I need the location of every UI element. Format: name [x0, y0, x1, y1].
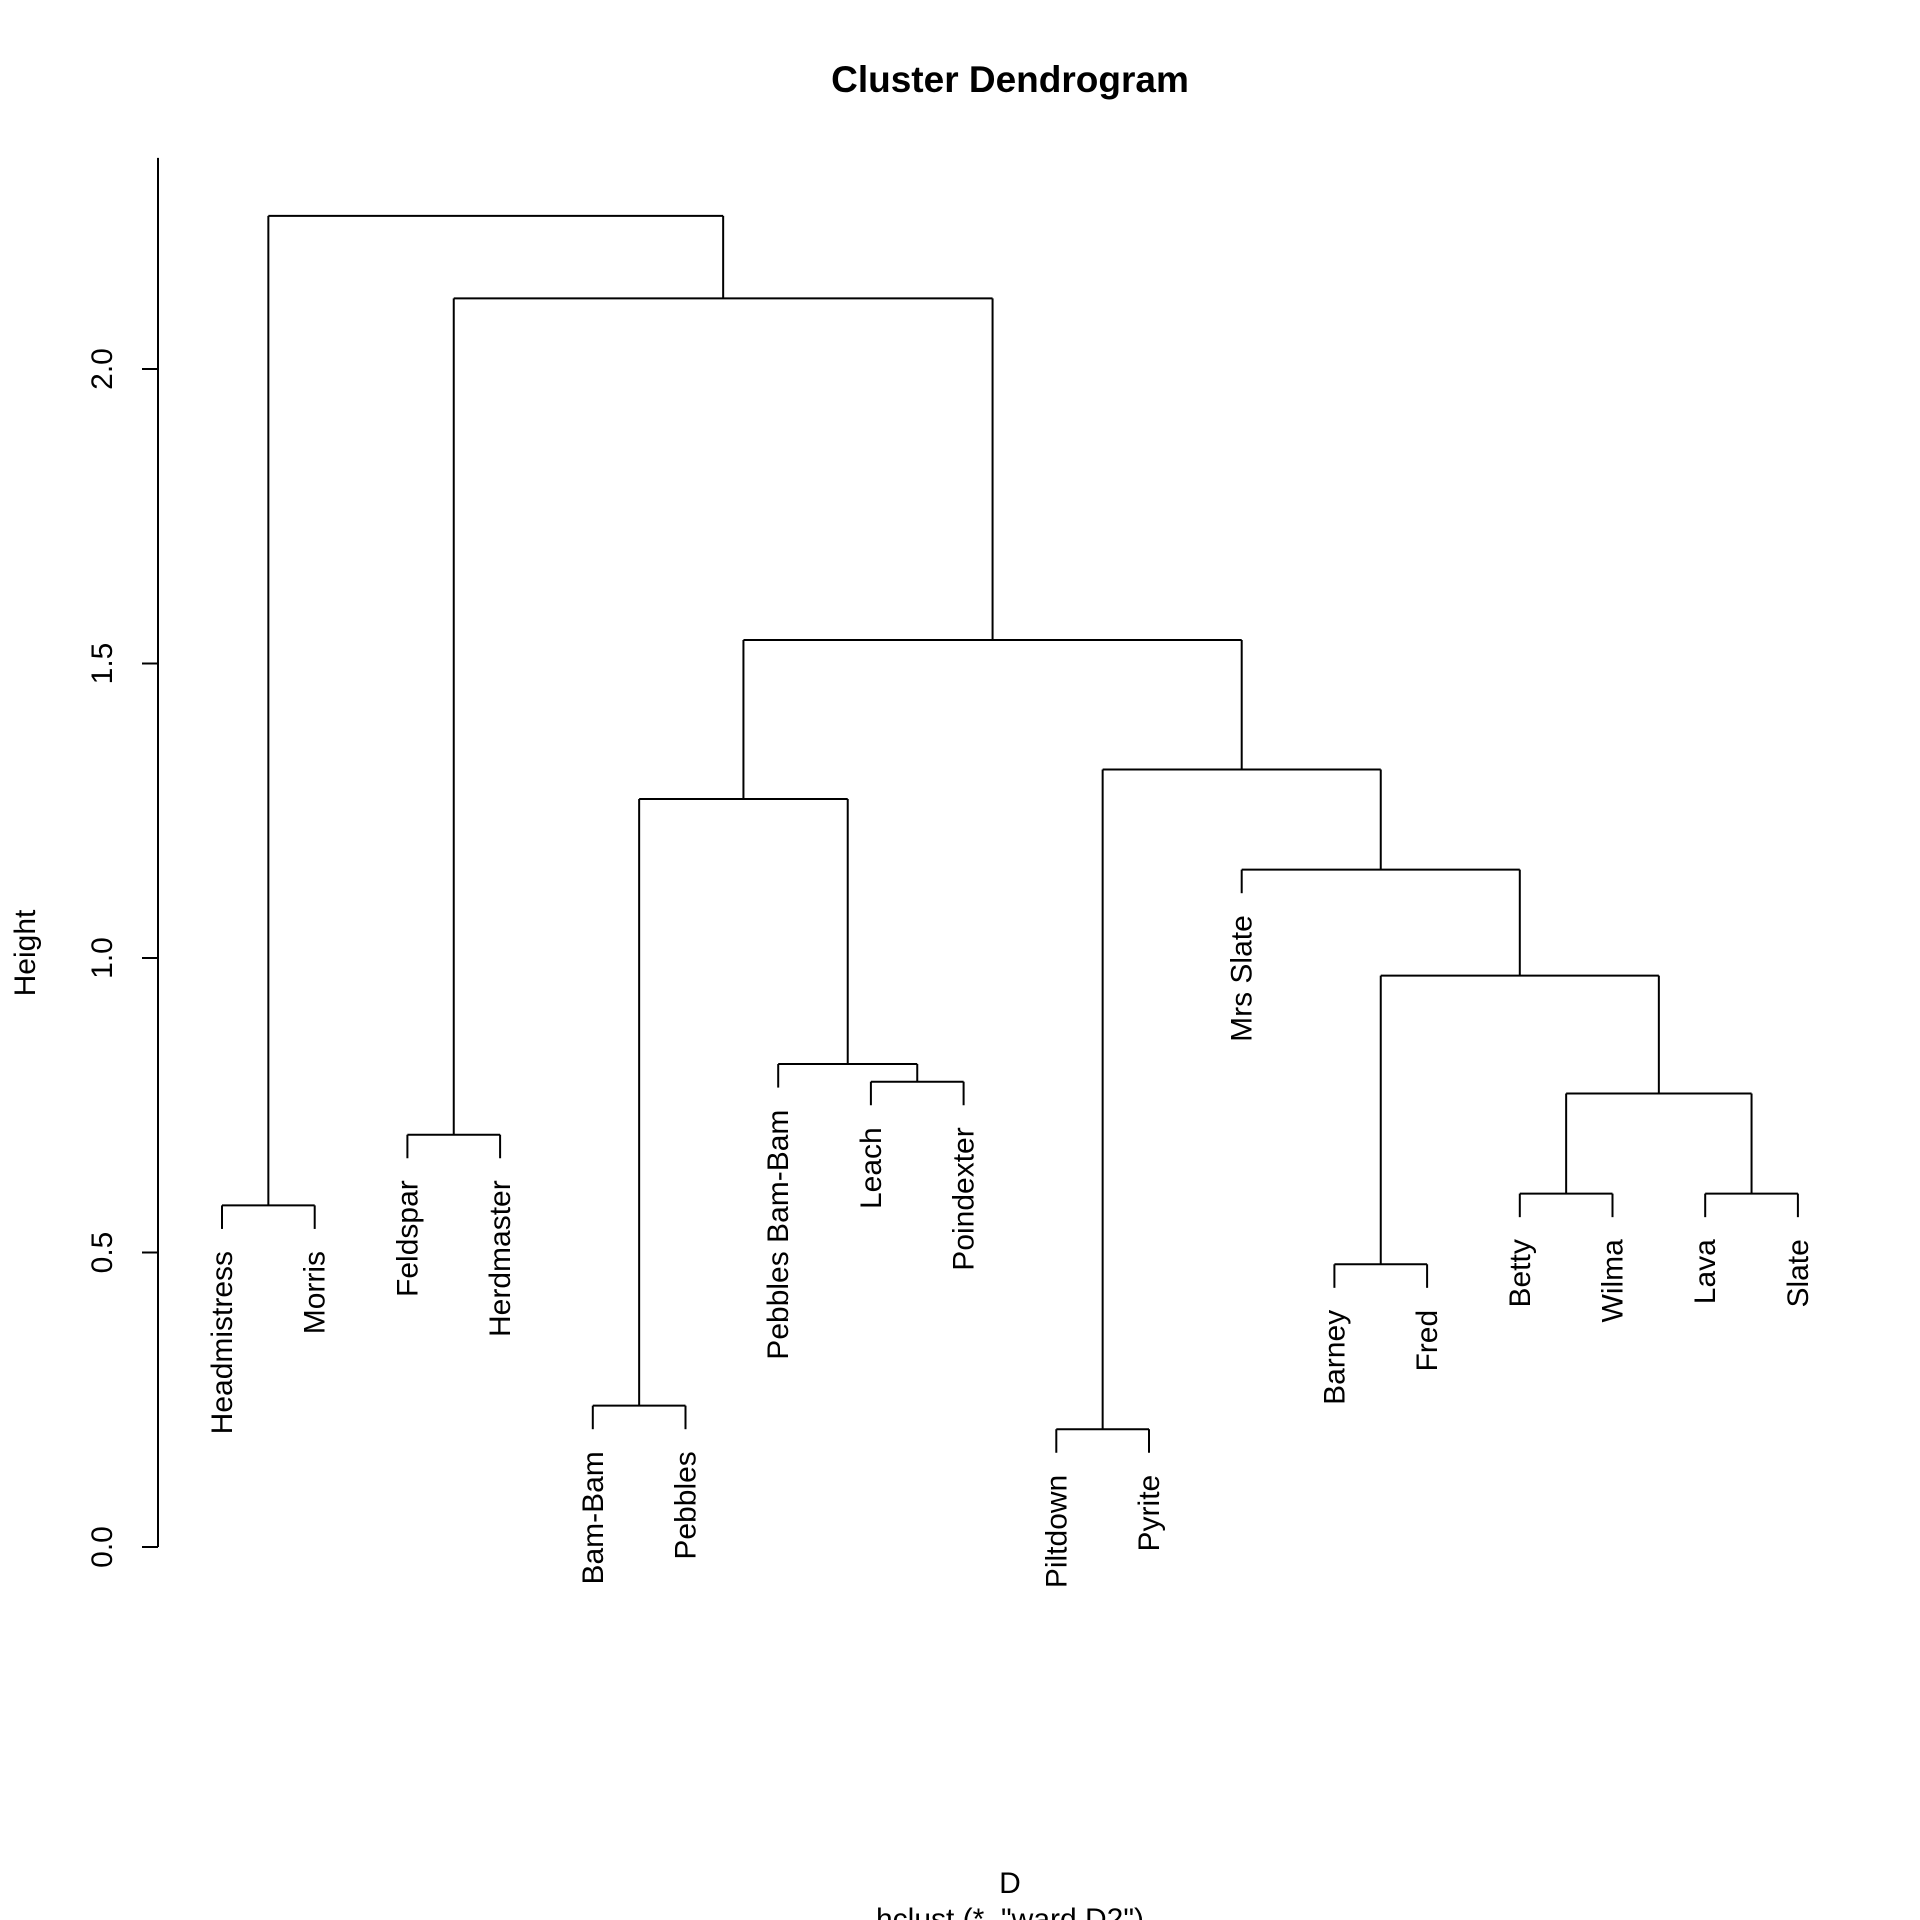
leaf-label: Headmistress	[206, 1251, 239, 1434]
chart-title: Cluster Dendrogram	[831, 59, 1189, 100]
leaf-label: Pebbles Bam-Bam	[762, 1110, 795, 1360]
y-tick-label: 1.0	[86, 937, 119, 979]
y-axis: 0.0 0.5 1.0 1.5 2.0	[86, 157, 159, 1568]
y-tick-label: 2.0	[86, 348, 119, 390]
leaf-label: Slate	[1782, 1239, 1815, 1307]
leaf-label: Morris	[299, 1251, 332, 1334]
leaf-label: Lava	[1689, 1239, 1722, 1304]
method-sublabel: hclust (*, "ward.D2")	[876, 1903, 1144, 1920]
leaf-label: Wilma	[1597, 1239, 1630, 1323]
dendrogram-tree	[221, 214, 1799, 1453]
y-tick-label: 1.5	[86, 643, 119, 685]
leaf-label: Barney	[1318, 1310, 1351, 1405]
leaf-label: Piltdown	[1040, 1475, 1073, 1588]
leaf-label: Bam-Bam	[577, 1451, 610, 1584]
x-axis-label: D	[999, 1867, 1021, 1900]
leaf-label: Herdmaster	[484, 1180, 517, 1337]
leaf-label: Feldspar	[391, 1180, 424, 1297]
leaf-label: Mrs Slate	[1226, 915, 1259, 1042]
y-axis-label: Height	[9, 909, 42, 996]
y-tick-label: 0.0	[86, 1526, 119, 1568]
leaf-label: Leach	[855, 1127, 888, 1209]
leaf-label: Betty	[1504, 1239, 1537, 1307]
leaf-label: Pyrite	[1133, 1475, 1166, 1552]
leaf-labels: Headmistress Morris Feldspar Herdmaster Bam-…	[206, 915, 1815, 1588]
leaf-label: Poindexter	[948, 1127, 981, 1270]
leaf-label: Pebbles	[670, 1451, 703, 1559]
y-tick-label: 0.5	[86, 1232, 119, 1274]
leaf-label: Fred	[1411, 1310, 1444, 1372]
